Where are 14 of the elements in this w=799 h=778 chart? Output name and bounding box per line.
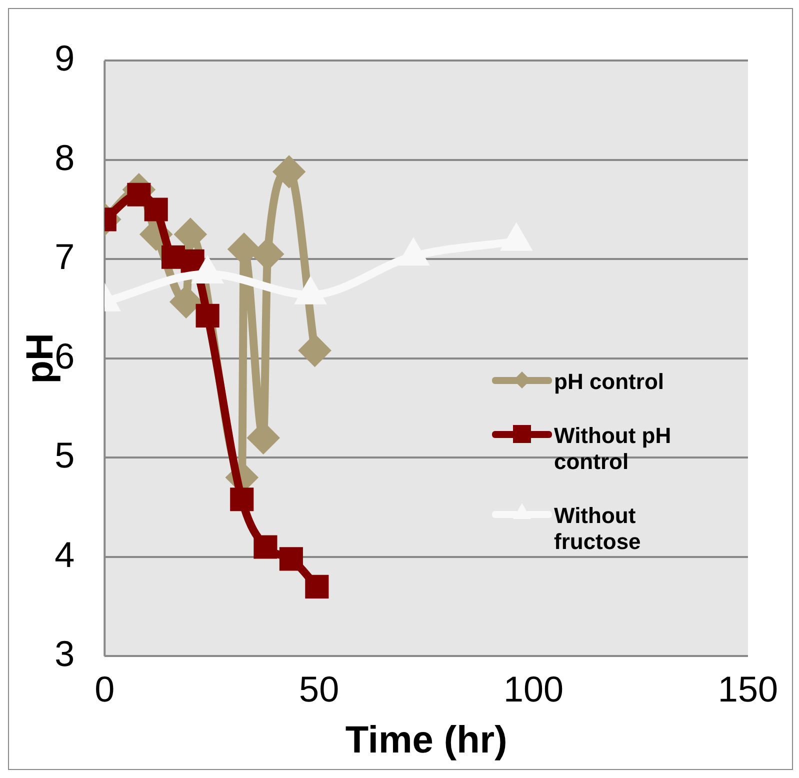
y-tick-label: 9 <box>54 38 75 79</box>
x-tick-label: 150 <box>718 668 778 710</box>
y-tick-label: 4 <box>54 534 75 575</box>
y-tick-label: 8 <box>54 136 75 178</box>
x-tick-label: 0 <box>94 668 115 710</box>
y-tick-label: 7 <box>54 236 75 278</box>
x-tick-label: 100 <box>503 668 564 710</box>
x-axis-title: Time (hr) <box>345 720 508 762</box>
x-tick-label: 50 <box>299 668 340 710</box>
y-tick-label: 5 <box>54 434 75 476</box>
legend-label: pH control <box>554 369 664 395</box>
legend-label: Without pH control <box>554 423 672 475</box>
legend-label: Without fructose <box>554 503 642 555</box>
y-tick-label: 3 <box>54 633 75 674</box>
